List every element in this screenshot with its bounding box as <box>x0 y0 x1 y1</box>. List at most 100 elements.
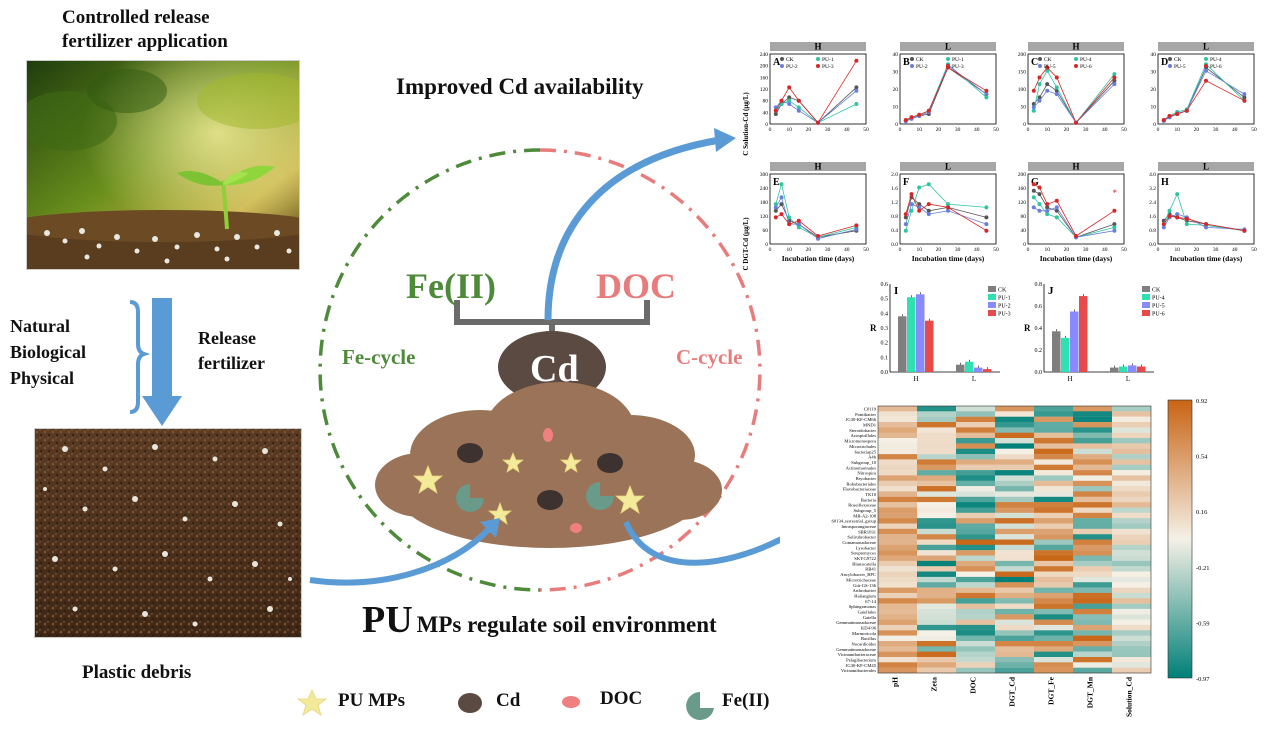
heatmap-cell <box>917 657 956 663</box>
heatmap-cell <box>917 630 956 636</box>
bar <box>983 369 992 372</box>
heatmap-cell <box>995 657 1034 663</box>
heatmap-cell <box>917 459 956 465</box>
heatmap-col-label: DOC <box>969 677 978 694</box>
heatmap-cell <box>956 448 995 455</box>
heatmap-cell <box>956 566 995 572</box>
heatmap-cell <box>1034 523 1073 530</box>
label-fertilizer: fertilizer <box>198 353 265 373</box>
y-tick-label: 200 <box>1018 52 1027 58</box>
heatmap-cell <box>995 566 1034 572</box>
heatmap-cell <box>1073 560 1112 567</box>
heatmap-cell <box>1073 523 1112 530</box>
heatmap-cell <box>995 422 1034 428</box>
heatmap-cell <box>1073 534 1112 540</box>
x-tick-label: 10 <box>786 247 792 253</box>
fe-particles <box>456 482 614 512</box>
x-tick-label: 50 <box>993 127 999 133</box>
series-point <box>1112 75 1117 80</box>
heatmap-cell <box>956 635 995 642</box>
heatmap-cell <box>995 480 1034 487</box>
heatmap-cell <box>1112 641 1151 647</box>
fe-ii-label: Fe(II) <box>406 266 496 306</box>
heatmap-cell <box>878 550 917 556</box>
x-tick-label: 20 <box>1194 247 1200 253</box>
heatmap-cell <box>1034 641 1073 647</box>
x-tick-label: 10 <box>1044 127 1050 133</box>
legend-label: PU-1 <box>998 296 1011 302</box>
heatmap-cell <box>917 422 956 428</box>
panel-header-text: L <box>1203 42 1209 52</box>
heatmap-cell <box>995 507 1034 514</box>
heatmap-col-label: Zeta <box>930 677 939 692</box>
heatmap-cell <box>956 571 995 578</box>
heatmap-row-label: JG30-KF-CM66 <box>846 417 877 422</box>
y-tick-label: 20 <box>893 87 899 93</box>
heatmap-cell <box>956 528 995 535</box>
heatmap-cell <box>995 560 1034 567</box>
heatmap-cell <box>1073 662 1112 668</box>
series-point <box>787 98 792 103</box>
heatmap-cell <box>878 464 917 471</box>
line-panel-D: L D 0 10 20 30 40 0 10 20 30 40 50 CK PU-4 PU-5 PU-6 <box>1151 42 1258 134</box>
legend-icons <box>296 689 714 720</box>
heatmap-cell <box>878 641 917 647</box>
series-point <box>854 88 859 93</box>
panel-header-text: H <box>814 42 821 52</box>
heatmap-row-label: C0119 <box>864 407 877 412</box>
bar <box>1070 311 1079 372</box>
heatmap-row-label: SBR1031 <box>858 529 877 534</box>
heatmap-row-label: bacteriap25 <box>855 449 877 454</box>
y-tick-label: 50 <box>1021 105 1027 111</box>
series-point <box>1031 205 1036 210</box>
heatmap-cell <box>917 651 956 658</box>
y-tick-label: 0.0 <box>881 370 889 376</box>
heatmap-cell <box>878 491 917 497</box>
heatmap-cell <box>878 560 917 567</box>
heatmap-cell <box>1112 624 1151 631</box>
heatmap-cell <box>995 496 1034 503</box>
colorbar-tick-label: -0.97 <box>1196 676 1210 683</box>
y-tick-label: 120 <box>760 87 769 93</box>
down-arrow-shaft <box>152 298 172 398</box>
heatmap-row-label: Microtrichaceae <box>846 577 876 582</box>
heatmap-cell <box>878 651 917 658</box>
heatmap-cell <box>956 630 995 636</box>
heatmap-cell <box>1112 555 1151 562</box>
series-point <box>984 88 989 93</box>
heatmap-cell <box>878 534 917 540</box>
heatmap-row-label: Flavobacteriaceae <box>843 487 876 492</box>
heatmap-cell <box>1034 560 1073 567</box>
heatmap-cell <box>995 512 1034 519</box>
y-tick-label: 0.6 <box>881 282 889 288</box>
panel-header-text: H <box>814 162 821 172</box>
heatmap-cell <box>1112 502 1151 508</box>
legend-marker <box>946 64 950 68</box>
series-point <box>1054 198 1059 203</box>
heatmap-cell <box>995 662 1034 668</box>
y-tick-label: 120 <box>760 214 769 220</box>
x-tick-label: 20 <box>936 127 942 133</box>
series-point <box>1037 185 1042 190</box>
x-tick-label: 30 <box>1083 127 1089 133</box>
heatmap-cell <box>1034 592 1073 599</box>
heatmap-cell <box>917 641 956 647</box>
x-tick-label: 50 <box>1251 247 1257 253</box>
y-tick-label: 2.0 <box>891 172 898 178</box>
series-point <box>1175 215 1180 220</box>
heatmap-row-label: Gaiella <box>863 615 876 620</box>
c-cycle-arc <box>539 148 762 592</box>
series-line <box>905 183 987 231</box>
y-tick-label: 240 <box>760 52 769 58</box>
x-tick-label: 40 <box>1232 127 1238 133</box>
heatmap-row-label: Azospirillales <box>850 433 876 438</box>
series-line <box>775 90 857 124</box>
heatmap-cell <box>878 576 917 583</box>
series-line <box>905 66 987 122</box>
heatmap-cell <box>995 576 1034 583</box>
series-point <box>1045 82 1050 87</box>
x-tick-label: 50 <box>1121 127 1127 133</box>
heatmap-cell <box>878 619 917 626</box>
heatmap-cell <box>1034 667 1073 674</box>
heatmap-cell <box>917 598 956 604</box>
